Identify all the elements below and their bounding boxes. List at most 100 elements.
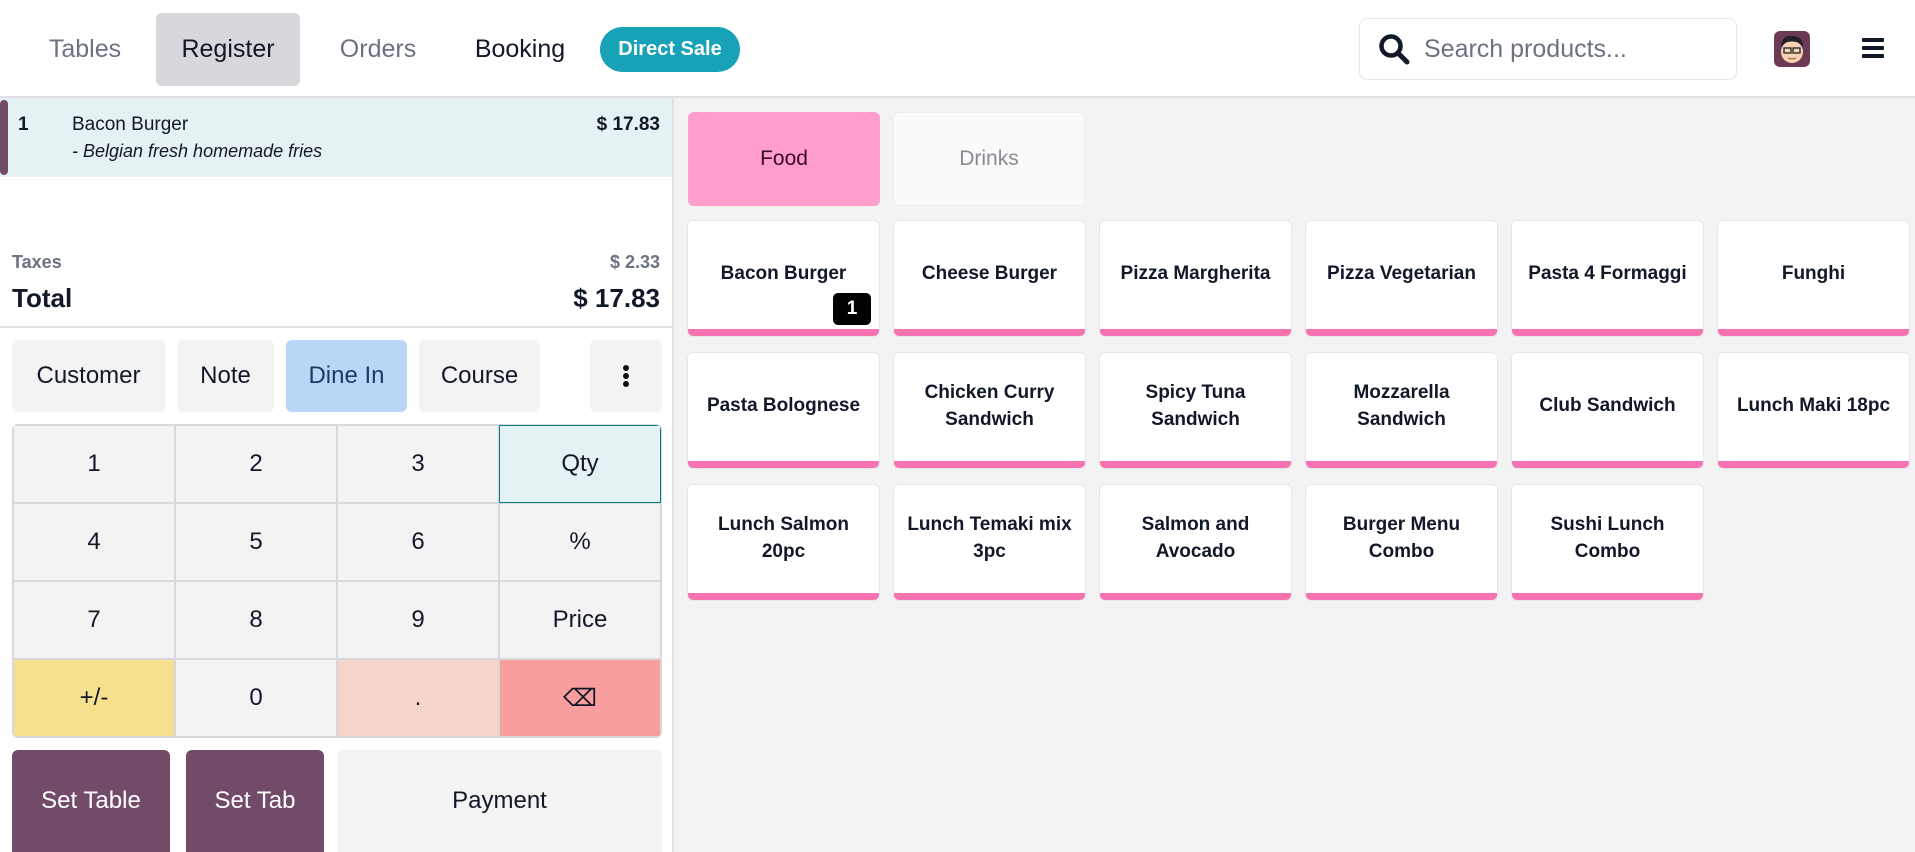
category-color-strip: [688, 461, 879, 468]
category-drinks[interactable]: Drinks: [893, 112, 1085, 206]
product-name: Burger Menu Combo: [1342, 513, 1461, 562]
numpad-key-backspace[interactable]: ⌫: [499, 659, 661, 737]
search-box[interactable]: [1359, 18, 1737, 80]
total-label: Total: [12, 283, 73, 313]
category-color-strip: [894, 329, 1085, 336]
product-card[interactable]: Sushi Lunch Combo: [1511, 484, 1704, 601]
order-panel: 1 Bacon Burger - Belgian fresh homemade …: [0, 98, 674, 852]
total-value: $ 17.83: [573, 283, 660, 313]
category-color-strip: [1100, 329, 1291, 336]
category-color-strip: [894, 461, 1085, 468]
hamburger-icon[interactable]: [1862, 38, 1884, 58]
product-name: Spicy Tuna Sandwich: [1145, 381, 1246, 430]
more-actions-button[interactable]: [590, 340, 662, 412]
line-price: $ 17.83: [596, 114, 660, 135]
product-card[interactable]: Bacon Burger 1: [687, 220, 880, 337]
course-button[interactable]: Course: [419, 340, 540, 412]
order-line[interactable]: 1 Bacon Burger - Belgian fresh homemade …: [0, 98, 672, 177]
product-card[interactable]: Cheese Burger: [893, 220, 1086, 337]
numpad-key-plus-minus[interactable]: +/-: [13, 659, 175, 737]
category-color-strip: [1306, 329, 1497, 336]
set-tab-button[interactable]: Set Tab: [186, 750, 324, 852]
tab-register[interactable]: Register: [156, 13, 300, 86]
product-card[interactable]: Chicken Curry Sandwich: [893, 352, 1086, 469]
vertical-dots-icon: [623, 365, 629, 387]
product-card[interactable]: Funghi: [1717, 220, 1910, 337]
product-card[interactable]: Pasta 4 Formaggi: [1511, 220, 1704, 337]
product-name: Club Sandwich: [1539, 395, 1676, 417]
selected-indicator: [0, 100, 8, 175]
numpad-key-4[interactable]: 4: [13, 503, 175, 581]
category-color-strip: [894, 593, 1085, 600]
category-color-strip: [1512, 593, 1703, 600]
numpad-key-percent[interactable]: %: [499, 503, 661, 581]
numpad-key-5[interactable]: 5: [175, 503, 337, 581]
product-qty-badge: 1: [833, 293, 871, 325]
product-card[interactable]: Mozzarella Sandwich: [1305, 352, 1498, 469]
product-name: Pizza Vegetarian: [1327, 263, 1476, 285]
product-card[interactable]: Salmon and Avocado: [1099, 484, 1292, 601]
divider: [0, 326, 672, 328]
payment-button[interactable]: Payment: [337, 750, 662, 852]
product-card[interactable]: Pizza Vegetarian: [1305, 220, 1498, 337]
numpad-key-9[interactable]: 9: [337, 581, 499, 659]
numpad-key-7[interactable]: 7: [13, 581, 175, 659]
product-name: Lunch Temaki mix 3pc: [907, 513, 1072, 562]
category-color-strip: [1100, 461, 1291, 468]
product-card[interactable]: Club Sandwich: [1511, 352, 1704, 469]
category-color-strip: [1718, 329, 1909, 336]
product-name: Sushi Lunch Combo: [1550, 513, 1665, 562]
product-card[interactable]: Pizza Margherita: [1099, 220, 1292, 337]
numpad-key-8[interactable]: 8: [175, 581, 337, 659]
product-name: Chicken Curry Sandwich: [924, 381, 1055, 430]
direct-sale-button[interactable]: Direct Sale: [600, 27, 740, 72]
product-name: Cheese Burger: [921, 263, 1058, 285]
product-name: Pasta Bolognese: [706, 395, 861, 417]
numpad-key-decimal[interactable]: .: [337, 659, 499, 737]
product-card[interactable]: Burger Menu Combo: [1305, 484, 1498, 601]
line-note: - Belgian fresh homemade fries: [72, 141, 323, 161]
note-button[interactable]: Note: [177, 340, 274, 412]
tab-tables[interactable]: Tables: [48, 35, 122, 63]
numpad-key-1[interactable]: 1: [13, 425, 175, 503]
product-card[interactable]: Lunch Maki 18pc: [1717, 352, 1910, 469]
product-name: Funghi: [1781, 263, 1846, 285]
category-color-strip: [1306, 593, 1497, 600]
numpad-key-qty[interactable]: Qty: [499, 425, 661, 503]
product-name: Pasta 4 Formaggi: [1528, 263, 1687, 285]
numpad-key-0[interactable]: 0: [175, 659, 337, 737]
product-card[interactable]: Lunch Salmon 20pc: [687, 484, 880, 601]
customer-button[interactable]: Customer: [12, 340, 165, 412]
numpad-key-6[interactable]: 6: [337, 503, 499, 581]
line-qty: 1: [18, 114, 29, 135]
set-table-button[interactable]: Set Table: [12, 750, 170, 852]
category-color-strip: [1718, 461, 1909, 468]
search-input[interactable]: [1424, 34, 1724, 64]
numpad-key-3[interactable]: 3: [337, 425, 499, 503]
numpad-key-price[interactable]: Price: [499, 581, 661, 659]
numpad: 1 2 3 Qty 4 5 6% 7 8 9 Price +/- 0. ⌫: [12, 424, 662, 738]
tab-booking[interactable]: Booking: [474, 35, 566, 63]
product-card[interactable]: Spicy Tuna Sandwich: [1099, 352, 1292, 469]
product-name: Mozzarella Sandwich: [1353, 381, 1450, 430]
dine-in-button[interactable]: Dine In: [286, 340, 407, 412]
product-screen: Food Drinks Bacon Burger 1 Cheese Burger Pi…: [674, 98, 1915, 852]
product-card[interactable]: Pasta Bolognese: [687, 352, 880, 469]
category-color-strip: [1512, 461, 1703, 468]
product-name: Salmon and Avocado: [1141, 513, 1250, 562]
taxes-value: $ 2.33: [609, 252, 660, 272]
product-name: Bacon Burger: [720, 263, 847, 285]
product-name: Lunch Salmon 20pc: [718, 513, 849, 562]
category-color-strip: [688, 329, 879, 336]
category-food[interactable]: Food: [688, 112, 880, 206]
product-name: Lunch Maki 18pc: [1736, 395, 1891, 417]
category-color-strip: [1512, 329, 1703, 336]
top-bar: Tables Register Orders Booking Direct Sa…: [0, 0, 1915, 98]
tab-orders[interactable]: Orders: [339, 35, 417, 63]
product-card[interactable]: Lunch Temaki mix 3pc: [893, 484, 1086, 601]
search-icon: [1379, 34, 1410, 65]
category-color-strip: [1306, 461, 1497, 468]
user-avatar[interactable]: [1774, 31, 1810, 67]
line-product-name: Bacon Burger: [72, 114, 189, 135]
numpad-key-2[interactable]: 2: [175, 425, 337, 503]
